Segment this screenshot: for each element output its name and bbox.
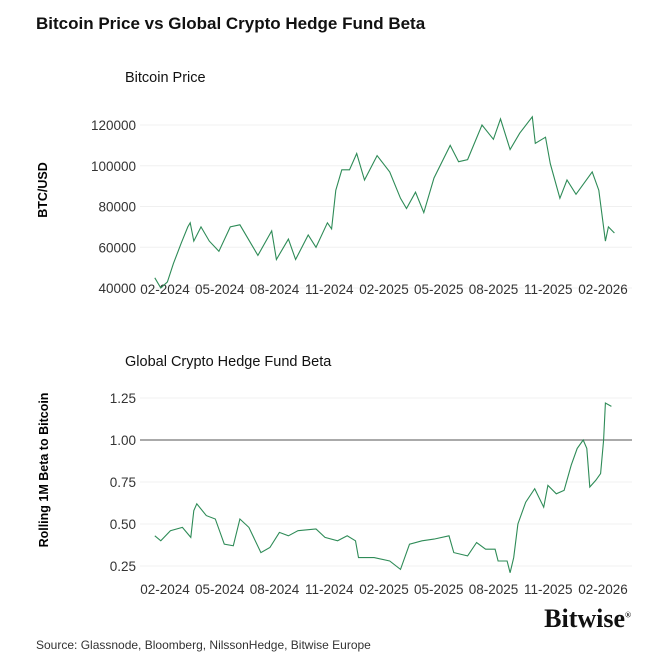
y-tick-label: 40000 [98, 281, 136, 296]
bitwise-logo: Bitwise® [544, 604, 631, 633]
y-axis-label: BTC/USD [36, 162, 50, 218]
y-tick-label: 100000 [91, 159, 136, 174]
x-tick-label: 02-2024 [140, 282, 190, 297]
x-tick-label: 05-2025 [414, 282, 464, 297]
series-line [154, 115, 615, 289]
y-axis-label: Rolling 1M Beta to Bitcoin [37, 393, 51, 548]
y-tick-label: 0.25 [110, 559, 136, 574]
y-tick-label: 1.25 [110, 391, 136, 406]
y-tick-label: 120000 [91, 118, 136, 133]
subplot-title-bitcoin: Bitcoin Price [125, 70, 206, 86]
x-tick-label: 02-2024 [140, 582, 190, 597]
y-tick-label: 0.50 [110, 517, 136, 532]
x-tick-label: 05-2024 [195, 282, 245, 297]
y-tick-label: 60000 [98, 240, 136, 255]
series-line [154, 402, 612, 573]
x-tick-label: 05-2024 [195, 582, 245, 597]
x-tick-label: 11-2025 [524, 582, 573, 597]
x-tick-label: 08-2024 [250, 582, 300, 597]
x-tick-label: 11-2025 [524, 282, 573, 297]
y-tick-label: 1.00 [110, 433, 136, 448]
x-tick-label: 02-2026 [578, 282, 628, 297]
x-tick-label: 08-2025 [469, 582, 519, 597]
chart-title: Bitcoin Price vs Global Crypto Hedge Fun… [36, 14, 426, 33]
x-tick-label: 05-2025 [414, 582, 464, 597]
subplot-title-beta: Global Crypto Hedge Fund Beta [125, 354, 332, 370]
x-tick-label: 02-2026 [578, 582, 628, 597]
y-tick-label: 0.75 [110, 475, 136, 490]
x-tick-label: 08-2024 [250, 282, 300, 297]
x-tick-label: 11-2024 [305, 282, 354, 297]
x-tick-label: 02-2025 [359, 582, 409, 597]
x-tick-label: 08-2025 [469, 282, 519, 297]
y-tick-label: 80000 [98, 200, 136, 215]
x-tick-label: 02-2025 [359, 282, 409, 297]
x-tick-label: 11-2024 [305, 582, 354, 597]
source-note: Source: Glassnode, Bloomberg, NilssonHed… [36, 638, 371, 652]
